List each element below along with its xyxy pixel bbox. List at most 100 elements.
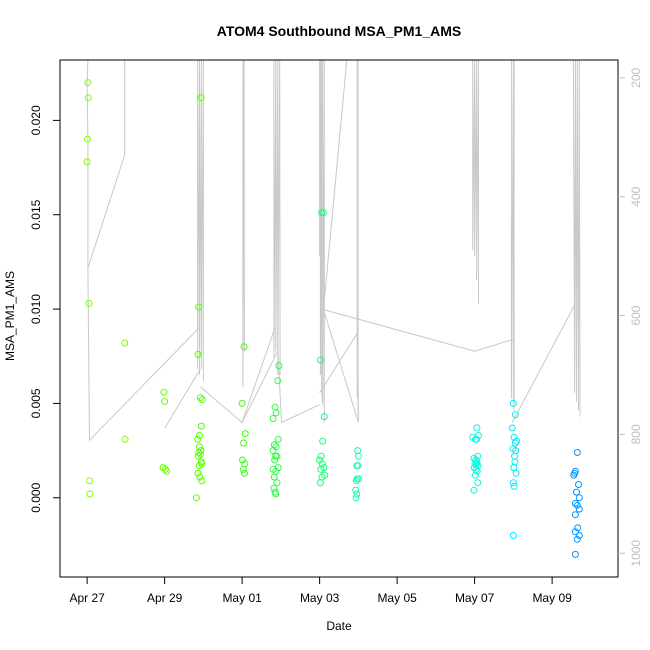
y-axis-label: MSA_PM1_AMS (3, 271, 17, 361)
x-tick-label: May 07 (455, 591, 495, 605)
data-point (509, 399, 517, 407)
altitude-profile-line (510, 59, 515, 411)
data-point (274, 435, 282, 443)
altitude-profile-line (197, 59, 204, 381)
data-point (163, 467, 171, 475)
data-point (194, 452, 202, 460)
y2-tick-label: 1000 (629, 540, 643, 567)
data-point (269, 447, 277, 455)
x-axis-label: Date (326, 619, 352, 633)
data-point (571, 511, 579, 519)
data-point (84, 94, 92, 102)
series-group (159, 388, 171, 475)
y2-tick-label: 200 (629, 67, 643, 87)
data-point (571, 499, 579, 507)
data-point (571, 528, 579, 536)
data-point (275, 362, 283, 370)
data-point (320, 413, 328, 421)
data-point (274, 377, 282, 385)
x-tick-label: May 05 (377, 591, 417, 605)
data-point (239, 456, 246, 464)
data-point (474, 479, 482, 487)
data-point (83, 158, 91, 166)
data-point (196, 432, 203, 439)
data-point (511, 411, 519, 419)
altitude-profile-line (319, 59, 359, 423)
series-group (469, 424, 482, 494)
data-point (272, 409, 280, 417)
data-point (198, 396, 206, 404)
data-point (270, 484, 278, 492)
altitude-profile-line (319, 59, 325, 423)
data-point (353, 490, 361, 498)
data-point (269, 415, 277, 422)
data-point (197, 94, 205, 102)
data-point (509, 532, 517, 539)
data-point (273, 479, 281, 487)
data-point (352, 486, 360, 494)
x-tick-label: Apr 29 (147, 591, 183, 605)
altitude-profiles (86, 59, 581, 442)
data-point (238, 399, 246, 407)
data-point (513, 437, 520, 445)
altitude-profile-line (241, 349, 320, 424)
data-point (198, 477, 206, 485)
data-point (354, 462, 362, 470)
data-point (575, 505, 583, 513)
data-point (241, 430, 249, 438)
data-point (161, 465, 169, 473)
data-point (240, 469, 248, 477)
data-point (473, 467, 481, 475)
data-point (570, 471, 578, 479)
data-point (240, 343, 248, 351)
data-point (270, 473, 278, 481)
data-point (318, 209, 326, 217)
data-point (471, 471, 479, 479)
data-point (573, 535, 581, 543)
y2-tick-label: 800 (629, 424, 643, 444)
altitude-profile-line (572, 59, 581, 417)
data-point (159, 464, 167, 472)
y2-tick-label: 600 (629, 305, 643, 325)
series-group (508, 399, 520, 539)
series-group (269, 362, 283, 498)
data-point (509, 479, 517, 487)
altitude-profile-line (164, 368, 201, 429)
series-group (570, 449, 583, 558)
data-point (470, 486, 478, 494)
data-point (240, 439, 248, 447)
data-point (317, 452, 325, 460)
data-point (195, 449, 203, 456)
data-point (239, 465, 247, 473)
y-axis: 0.000 0.005 0.010 0.015 0.020 (29, 105, 60, 513)
data-point (508, 424, 516, 432)
data-point (86, 490, 94, 498)
series-group (238, 343, 249, 477)
data-point (473, 424, 481, 432)
data-point (574, 524, 582, 532)
data-point (273, 452, 281, 460)
data-point (317, 465, 325, 473)
data-point (319, 437, 327, 445)
data-point (354, 447, 362, 455)
data-point (511, 439, 519, 447)
data-point (575, 481, 582, 488)
altitude-profile-line (356, 59, 359, 417)
x-tick-label: May 01 (222, 591, 262, 605)
data-point (320, 209, 327, 217)
x-tick-label: May 03 (300, 591, 340, 605)
data-point (194, 435, 202, 443)
data-point (84, 79, 92, 87)
y2-tick-label: 400 (629, 186, 643, 206)
data-point (271, 403, 279, 411)
data-point (473, 435, 481, 443)
y-tick-label: 0.005 (29, 388, 43, 418)
series-group (352, 447, 363, 502)
data-point (192, 494, 200, 502)
data-point (196, 394, 204, 402)
altitude-profile-line (87, 267, 200, 442)
altitude-profile-line (242, 59, 245, 387)
data-point (196, 450, 204, 458)
data-point (197, 422, 205, 430)
